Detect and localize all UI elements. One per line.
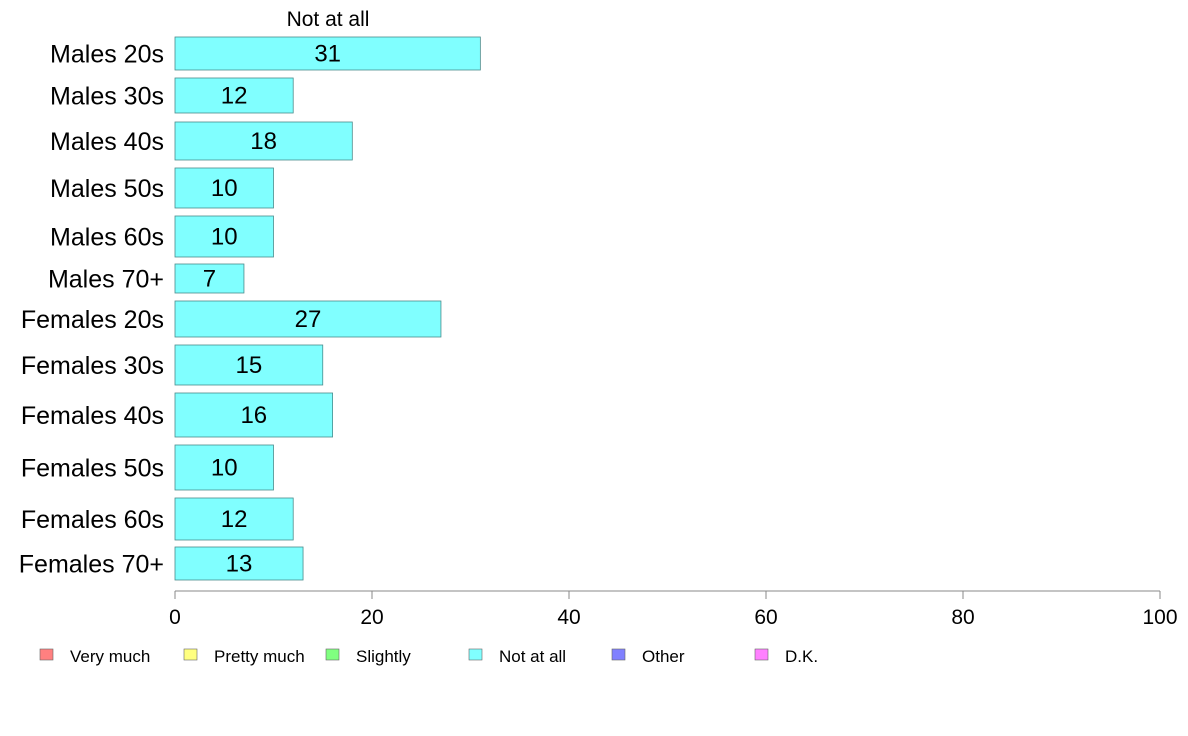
bar — [174, 344, 324, 386]
legend-swatch — [611, 648, 626, 661]
data-label: 12 — [221, 506, 248, 533]
legend-label: D.K. — [785, 647, 818, 666]
data-label: 7 — [203, 266, 216, 293]
data-label: 10 — [211, 455, 238, 482]
category-labels: Males 20s Males 30s Males 40s Males 50s Male… — [19, 41, 164, 579]
x-tick-label: 80 — [951, 606, 974, 629]
x-tick-label: 0 — [169, 606, 181, 629]
legend-label: Not at all — [499, 647, 566, 666]
data-label: 31 — [314, 41, 341, 68]
bar — [174, 497, 294, 541]
category-label: Males 30s — [50, 83, 164, 111]
legend-swatch — [325, 648, 340, 661]
data-label: 27 — [295, 306, 322, 333]
bar — [174, 215, 274, 258]
data-label: 13 — [226, 551, 253, 578]
series-title: Not at all — [287, 8, 370, 31]
bar — [174, 392, 334, 438]
data-label: 18 — [250, 128, 277, 155]
bar — [174, 444, 274, 491]
category-label: Females 30s — [21, 352, 164, 380]
data-label: 10 — [211, 224, 238, 251]
legend-label: Pretty much — [214, 647, 305, 666]
x-tick-label: 20 — [360, 606, 383, 629]
legend: Very much Pretty much Slightly Not at all Ot… — [39, 647, 818, 666]
x-tick-label: 100 — [1142, 606, 1177, 629]
category-label: Females 40s — [21, 402, 164, 430]
category-label: Females 50s — [21, 455, 164, 483]
legend-label: Slightly — [356, 647, 411, 666]
bar — [174, 77, 294, 114]
category-label: Females 70+ — [19, 551, 164, 579]
legend-swatch — [39, 648, 54, 661]
data-label: 10 — [211, 175, 238, 202]
data-label: 15 — [236, 352, 263, 379]
category-label: Males 70+ — [48, 266, 164, 294]
data-label: 12 — [221, 83, 248, 110]
category-label: Females 60s — [21, 506, 164, 534]
bar — [174, 300, 442, 338]
legend-label: Other — [642, 647, 685, 666]
x-tick-label: 60 — [754, 606, 777, 629]
category-label: Females 20s — [21, 306, 164, 334]
bar — [174, 36, 481, 71]
legend-swatch — [183, 648, 198, 661]
category-label: Males 60s — [50, 224, 164, 252]
bar — [174, 121, 353, 161]
category-label: Males 20s — [50, 41, 164, 69]
bar — [174, 263, 245, 294]
bar — [174, 167, 274, 209]
x-axis: 0 20 40 60 80 100 — [169, 590, 1178, 629]
legend-label: Very much — [70, 647, 150, 666]
x-tick-label: 40 — [557, 606, 580, 629]
legend-swatch — [754, 648, 769, 661]
legend-swatch — [468, 648, 483, 661]
bar — [174, 546, 304, 581]
category-label: Males 40s — [50, 128, 164, 156]
category-label: Males 50s — [50, 175, 164, 203]
data-label: 16 — [240, 402, 267, 429]
